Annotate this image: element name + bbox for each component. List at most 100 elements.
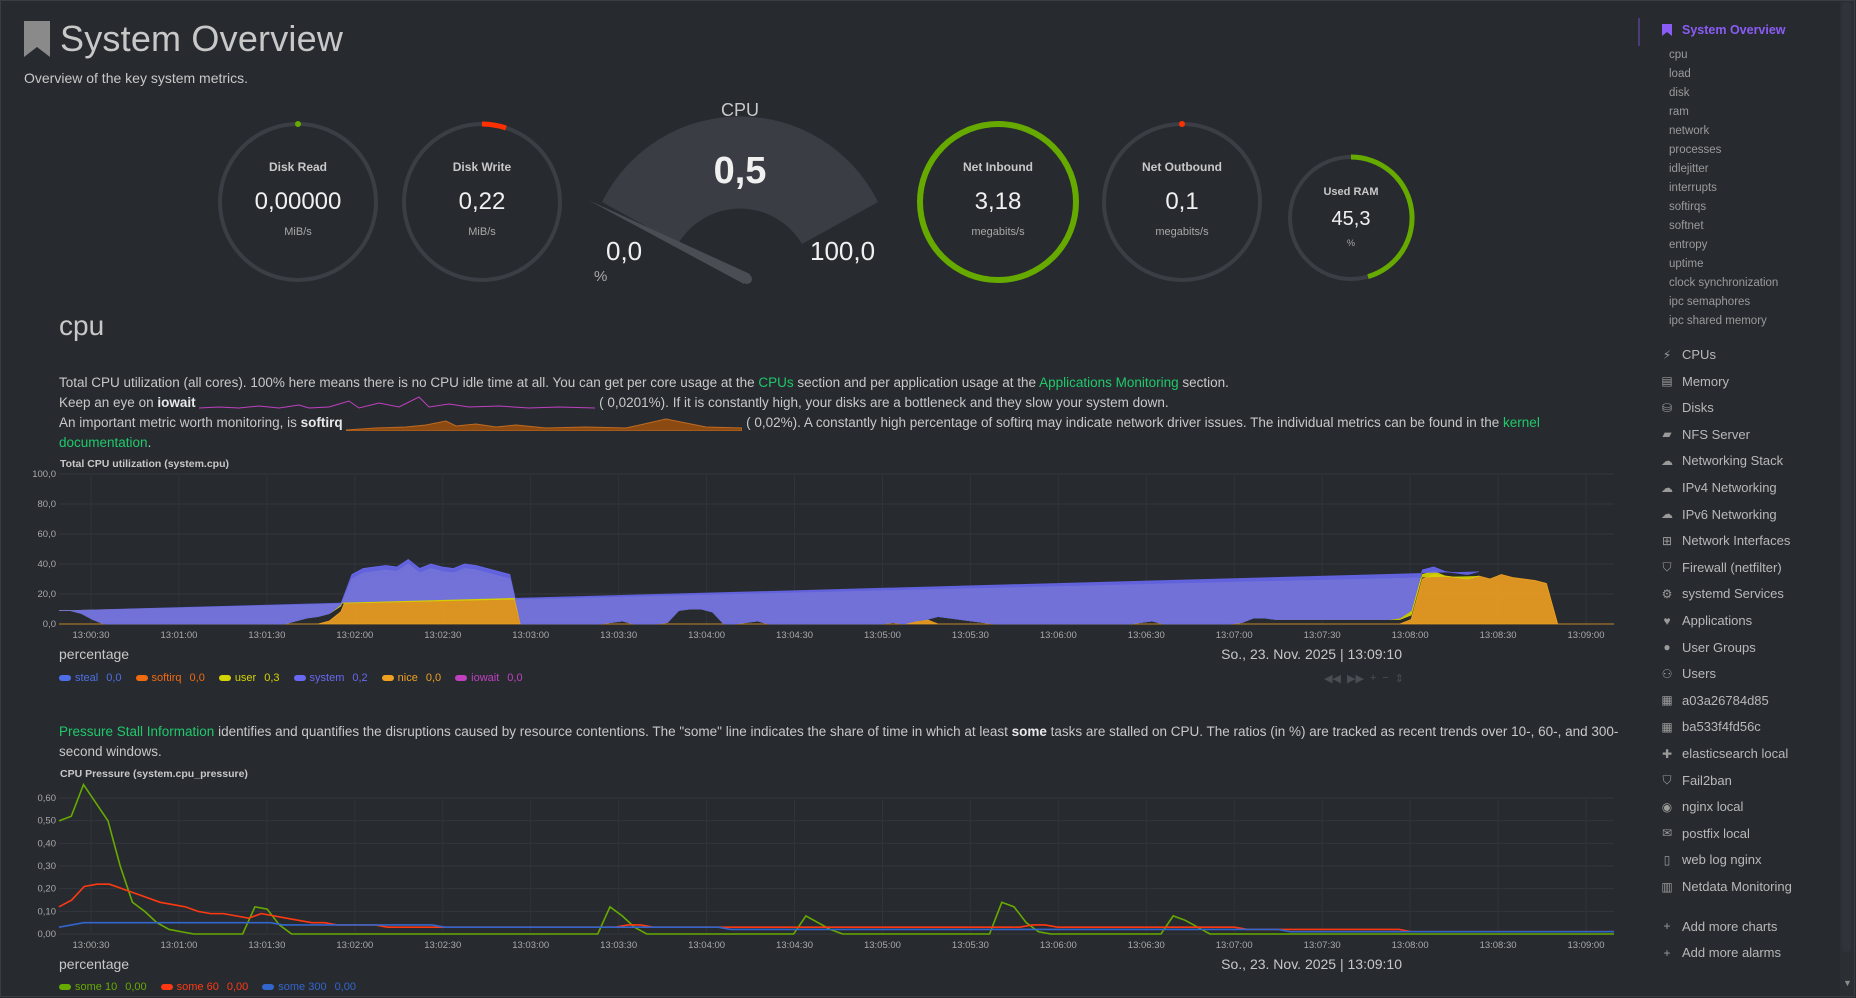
sidebar-subitem-clock-synchronization[interactable]: clock synchronization [1669, 277, 1779, 289]
sidebar-active-indicator [1638, 18, 1640, 46]
sidebar-subitem-softnet[interactable]: softnet [1669, 220, 1704, 232]
kernel-documentation-link[interactable]: kernel documentation [59, 415, 1540, 450]
legend-item-user[interactable]: user 0,3 [218, 672, 280, 684]
sidebar-item-label: NFS Server [1682, 426, 1750, 442]
cpu-desc-line-2: Keep an eye on iowait ( 0,0201%). If it … [59, 393, 1619, 413]
x-tick-label: 13:04:00 [688, 630, 725, 641]
sidebar-item-web-log-nginx[interactable]: ▯ web log nginx [1660, 852, 1762, 867]
sidebar-item-systemd-services[interactable]: ⚙ systemd Services [1660, 586, 1784, 601]
psi-link[interactable]: Pressure Stall Information [59, 724, 215, 739]
sidebar-subitem-ipc-semaphores[interactable]: ipc semaphores [1669, 296, 1751, 308]
iowait-sparkline[interactable] [199, 395, 596, 411]
gauge-value: 0,22 [458, 188, 506, 215]
gauge-disk-read[interactable]: Disk Read 0,00000 MiB/s [214, 118, 382, 286]
sidebar-subitem-entropy[interactable]: entropy [1669, 239, 1708, 251]
gauge-title: Net Outbound [1142, 160, 1222, 174]
sidebar-item-netdata-monitoring[interactable]: ▥ Netdata Monitoring [1660, 879, 1792, 894]
scroll-down-icon[interactable]: ▼ [1843, 978, 1852, 988]
sidebar-item-label: postfix local [1682, 825, 1750, 841]
chart-title-cpu: Total CPU utilization (system.cpu) [60, 458, 229, 470]
gauge-ring [1102, 121, 1262, 282]
x-tick-label: 13:02:00 [336, 630, 373, 641]
sidebar-item-user-groups[interactable]: ● User Groups [1660, 640, 1755, 655]
legend-label: nice [397, 672, 418, 684]
resize-icon[interactable]: ⇕ [1394, 673, 1404, 685]
legend-label: iowait [471, 672, 500, 684]
cpu-utilization-chart[interactable]: 100,0 80,0 60,0 40,0 20,0 0,0 13:00:30 13:01:00… [0, 468, 1630, 646]
sidebar-item-ipv4-networking[interactable]: ☁ IPv4 Networking [1660, 480, 1777, 495]
legend-item-system[interactable]: system 0,2 [293, 672, 368, 684]
softirq-sparkline[interactable] [346, 415, 743, 432]
sidebar-item-network-interfaces[interactable]: ⊞ Network Interfaces [1660, 533, 1790, 548]
sidebar-item-elasticsearch-local[interactable]: ✚ elasticsearch local [1660, 746, 1788, 761]
gauge-cpu[interactable]: CPU 0,5 0,0 100,0 % [580, 96, 900, 296]
applications-monitoring-link[interactable]: Applications Monitoring [1039, 375, 1179, 390]
sidebar-subitem-load[interactable]: load [1669, 68, 1691, 80]
sidebar-subitem-softirqs[interactable]: softirqs [1669, 201, 1707, 213]
sidebar-subitem-interrupts[interactable]: interrupts [1669, 182, 1717, 194]
legend-item-some-60[interactable]: some 60 0,00 [160, 981, 248, 993]
sidebar-subitem-network[interactable]: network [1669, 125, 1710, 137]
sidebar-item-nginx-local[interactable]: ◉ nginx local [1660, 799, 1744, 814]
cogs-icon: ⚙ [1661, 586, 1673, 601]
sidebar-subitem-uptime[interactable]: uptime [1669, 258, 1704, 270]
x-tick-label: 13:05:30 [952, 630, 989, 641]
legend-item-iowait[interactable]: iowait 0,0 [455, 672, 523, 684]
gauge-title: CPU [720, 100, 759, 120]
gauge-disk-write[interactable]: Disk Write 0,22 MiB/s [398, 118, 566, 286]
x-tick-label: 13:07:30 [1304, 940, 1341, 948]
scrollbar-thumb[interactable] [1842, 2, 1851, 952]
cpu-desc-line-3: An important metric worth monitoring, is… [59, 413, 1619, 453]
sidebar-item-disks[interactable]: ⛁ Disks [1660, 400, 1714, 415]
sidebar-item-memory[interactable]: ▤ Memory [1660, 374, 1729, 389]
legend-label: softirq [151, 672, 182, 684]
sidebar-item-networking-stack[interactable]: ☁ Networking Stack [1660, 453, 1783, 468]
gauge-title: Disk Write [452, 160, 512, 174]
legend-item-nice[interactable]: nice 0,0 [381, 672, 441, 684]
cpus-link[interactable]: CPUs [758, 375, 794, 390]
sidebar-item-system-overview[interactable]: System Overview [1660, 23, 1786, 37]
sidebar-subitem-disk[interactable]: disk [1669, 87, 1690, 99]
sidebar-item-applications[interactable]: ♥ Applications [1660, 613, 1752, 628]
gauge-net-inbound[interactable]: Net Inbound 3,18 megabits/s [914, 118, 1082, 286]
x-tick-label: 13:02:30 [424, 940, 461, 948]
sidebar-item-add-more-charts[interactable]: + Add more charts [1660, 919, 1777, 934]
sidebar-item-ipv6-networking[interactable]: ☁ IPv6 Networking [1660, 507, 1777, 522]
desc-text: section. [1178, 375, 1229, 390]
gauge-ring [218, 121, 378, 282]
bookmark-icon [24, 21, 50, 57]
sidebar-item-postfix-local[interactable]: ✉ postfix local [1660, 826, 1750, 841]
x-tick-label: 13:05:00 [864, 630, 901, 641]
gauge-net-outbound[interactable]: Net Outbound 0,1 megabits/s [1098, 118, 1266, 286]
gauge-used-ram[interactable]: Used RAM 45,3 % [1285, 152, 1417, 284]
sidebar-item-users[interactable]: ⚇ Users [1660, 666, 1716, 681]
legend-item-some-300[interactable]: some 300 0,00 [262, 981, 356, 993]
gauge-value: 0,1 [1165, 188, 1199, 215]
sidebar-item-cpus[interactable]: ⚡ CPUs [1660, 347, 1716, 362]
sidebar-item-nfs-server[interactable]: ▰ NFS Server [1660, 427, 1750, 442]
cpu-pressure-chart[interactable]: 0,60 0,50 0,40 0,30 0,20 0,10 0,00 13:00:30 13:0… [0, 778, 1630, 948]
pan-left-icon[interactable]: ◀◀ [1324, 673, 1341, 685]
sidebar-subitem-processes[interactable]: processes [1669, 144, 1722, 156]
legend-label: some 60 [176, 981, 219, 993]
sidebar-item-add-more-alarms[interactable]: + Add more alarms [1660, 945, 1781, 960]
sidebar-item-a03a26784d85[interactable]: ▦ a03a26784d85 [1660, 693, 1768, 708]
zoom-in-icon[interactable]: + [1369, 672, 1377, 684]
sidebar-item-fail2ban[interactable]: ⛉ Fail2ban [1660, 773, 1731, 788]
legend-value: 0,0 [189, 672, 205, 684]
sidebar-subitem-ipc-shared-memory[interactable]: ipc shared memory [1669, 315, 1767, 327]
sidebar-item-ba533f4fd56c[interactable]: ▦ ba533f4fd56c [1660, 719, 1760, 734]
pan-right-icon[interactable]: ▶▶ [1346, 673, 1364, 685]
legend-item-some-10[interactable]: some 10 0,00 [59, 981, 147, 993]
sidebar-subitem-ram[interactable]: ram [1669, 106, 1689, 118]
sidebar-item-firewall-netfilter-[interactable]: ⛉ Firewall (netfilter) [1660, 560, 1781, 575]
legend-item-steal[interactable]: steal 0,0 [59, 672, 122, 684]
legend-item-softirq[interactable]: softirq 0,0 [135, 672, 205, 684]
x-tick-label: 13:07:30 [1304, 630, 1341, 641]
legend-swatch [59, 675, 71, 681]
y-tick-label: 40,0 [38, 559, 57, 570]
sidebar-subitem-cpu[interactable]: cpu [1669, 49, 1688, 61]
sidebar-subitem-idlejitter[interactable]: idlejitter [1669, 163, 1709, 175]
x-tick-label: 13:03:00 [512, 940, 549, 948]
zoom-out-icon[interactable]: − [1382, 672, 1389, 684]
